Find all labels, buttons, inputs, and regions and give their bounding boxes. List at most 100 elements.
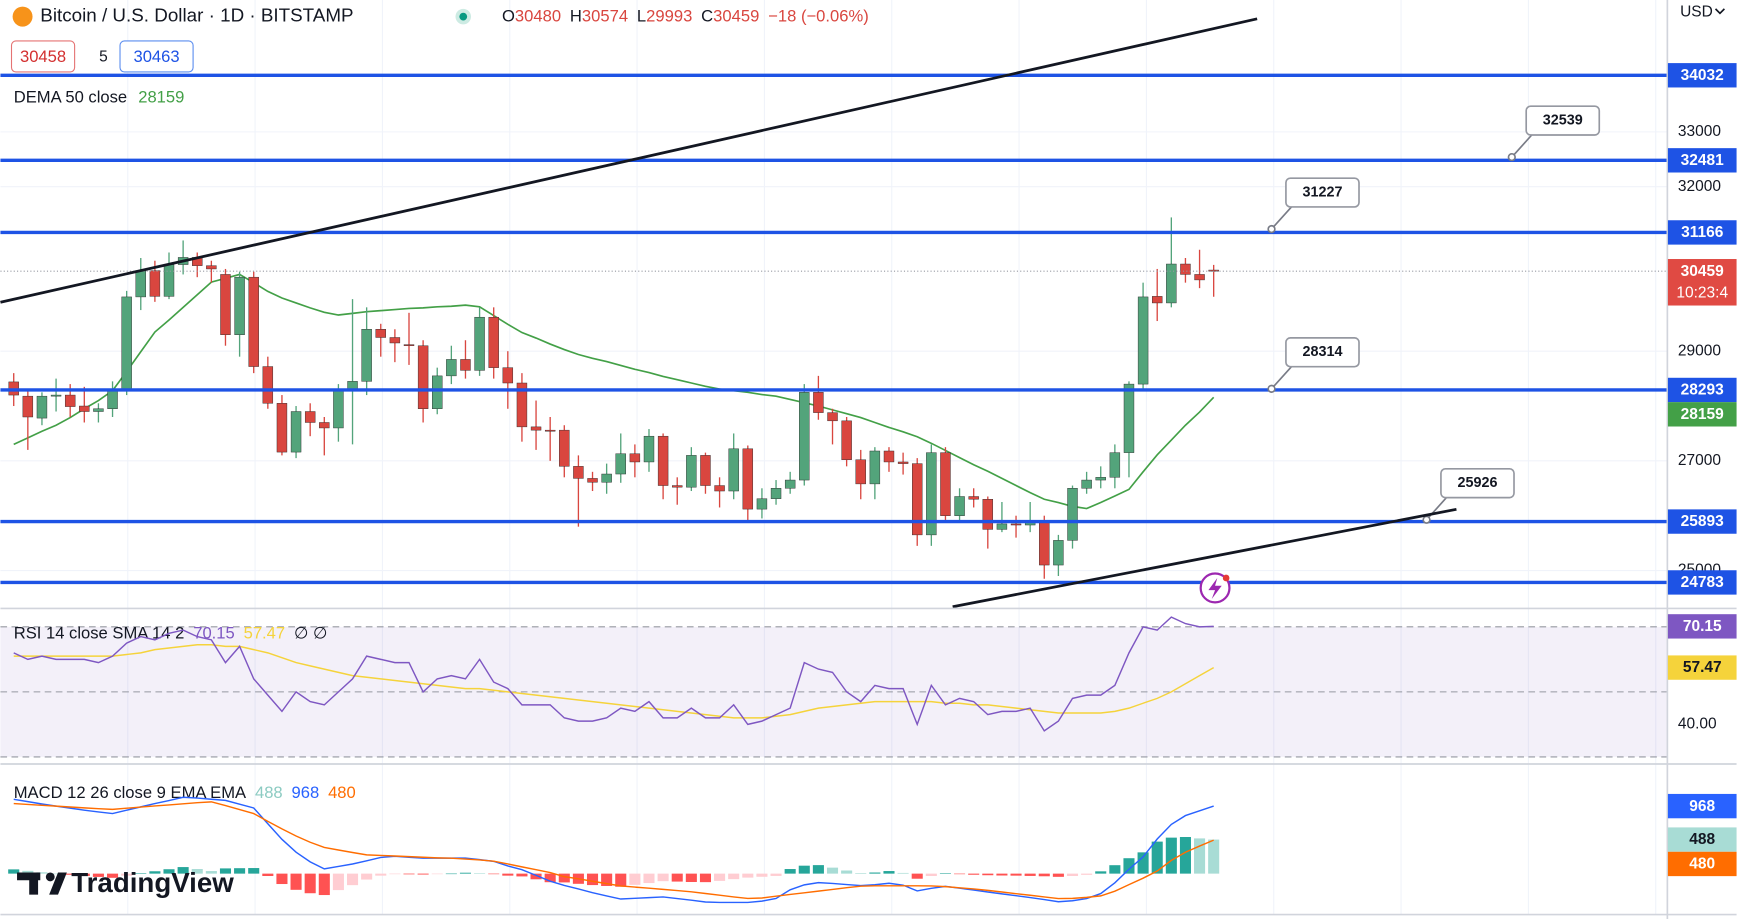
readout-value: 29993	[646, 7, 692, 26]
axis-badge-label: 28293	[1681, 382, 1724, 399]
candle-body	[163, 264, 175, 297]
candle-body	[629, 453, 641, 463]
callout-leader	[1270, 206, 1293, 230]
histogram-bar	[982, 873, 994, 876]
macd-legend: MACD 12 26 close 9 EMA EMA 488 968 480	[14, 783, 356, 802]
histogram-bar	[1165, 837, 1177, 874]
histogram-bar	[826, 867, 839, 874]
countdown: 10:23:4	[1676, 284, 1728, 301]
histogram-bar	[869, 872, 881, 874]
candle-body	[883, 450, 895, 463]
candle-body	[714, 485, 725, 492]
histogram-bar	[36, 872, 48, 874]
callout-box	[1525, 105, 1601, 136]
callout-leader	[1425, 497, 1448, 521]
candle-body	[573, 466, 584, 479]
histogram-bar	[417, 873, 429, 875]
axis-badge-label: 480	[1689, 856, 1715, 873]
candle-body	[954, 496, 965, 516]
histogram-bar	[516, 873, 528, 877]
candle-body	[912, 463, 923, 536]
readout-value: 30574	[582, 7, 628, 26]
histogram-bar	[1179, 837, 1191, 874]
status-dot	[459, 12, 468, 21]
candle-body	[460, 359, 471, 371]
axis-badge	[1667, 851, 1737, 877]
histogram-bar	[954, 873, 966, 875]
candle-body	[93, 408, 104, 412]
logo-mark	[45, 872, 55, 882]
rsi-legend: RSI 14 close SMA 14 2 70.15 57.47 ∅ ∅	[14, 624, 328, 643]
logo-text: TradingView	[71, 867, 234, 898]
candle-body	[319, 422, 330, 429]
histogram-bar	[742, 873, 754, 878]
logo-mark	[29, 872, 39, 895]
candle-body	[657, 435, 669, 486]
currency[interactable]: USD	[1680, 3, 1713, 20]
histogram-bar	[601, 873, 613, 886]
histogram-bar	[375, 873, 387, 876]
readout-letter: O	[502, 7, 515, 26]
candle-body	[290, 411, 302, 453]
candle-body	[488, 316, 499, 368]
trend-line	[0, 17, 1258, 304]
candle-body	[1137, 296, 1149, 385]
candle-body	[36, 395, 48, 419]
candle-body	[417, 345, 429, 409]
legend-name: DEMA 50 close	[14, 88, 127, 107]
axis-badge-label: 31166	[1681, 224, 1724, 241]
histogram-bar	[403, 873, 415, 875]
histogram-bar	[248, 868, 260, 874]
y-tick-label: 32000	[1678, 178, 1721, 195]
axis-badge	[1667, 655, 1737, 680]
candle-body	[1067, 488, 1078, 541]
candle-body	[813, 392, 824, 413]
histogram-bar	[121, 873, 133, 876]
symbol-icon	[12, 6, 33, 27]
legend-name: RSI 14 close SMA 14 2	[14, 624, 185, 643]
histogram-bar	[699, 873, 711, 883]
axis-badge-label: 488	[1689, 831, 1715, 848]
histogram-bar	[1151, 841, 1163, 874]
histogram-bar	[714, 873, 726, 881]
callout-point	[1422, 515, 1431, 524]
axis-badge-label: 32481	[1681, 152, 1724, 169]
histogram-bar	[219, 868, 232, 874]
readout-letter: L	[637, 7, 646, 26]
histogram-bar	[346, 873, 359, 886]
candle-body	[502, 367, 514, 384]
price-pane: 2500027000290003200033000325393122728314…	[0, 73, 1721, 585]
histogram-bar	[488, 873, 500, 875]
y-tick-label: 27000	[1678, 452, 1721, 469]
candle-body	[64, 394, 76, 407]
axis-badge	[1667, 402, 1737, 427]
bid-box[interactable]	[10, 40, 76, 73]
candle-body	[206, 265, 217, 270]
candle-body	[784, 479, 796, 489]
histogram-bar	[361, 873, 373, 880]
ask-box[interactable]	[119, 40, 194, 73]
histogram-bar	[586, 873, 599, 886]
histogram-bar	[1052, 873, 1064, 877]
candle-body	[643, 435, 655, 463]
candle-body	[1053, 540, 1064, 566]
candle-body	[135, 270, 146, 298]
logo-mark	[17, 872, 41, 881]
axis-badge-label: 70.15	[1683, 618, 1722, 635]
histogram-bar	[558, 873, 570, 883]
histogram-bar	[968, 873, 980, 875]
histogram-bar	[925, 873, 937, 877]
candle-body	[375, 329, 386, 338]
candle-body	[121, 296, 132, 390]
histogram-bar	[841, 870, 853, 874]
histogram-bar	[1095, 871, 1107, 874]
candle-body	[686, 455, 697, 488]
histogram-bar	[1137, 852, 1149, 874]
histogram-bar	[78, 873, 90, 876]
readout-letter: C	[701, 7, 713, 26]
candle-body	[869, 450, 881, 485]
histogram-bar	[685, 873, 697, 883]
candle-body	[587, 478, 598, 483]
